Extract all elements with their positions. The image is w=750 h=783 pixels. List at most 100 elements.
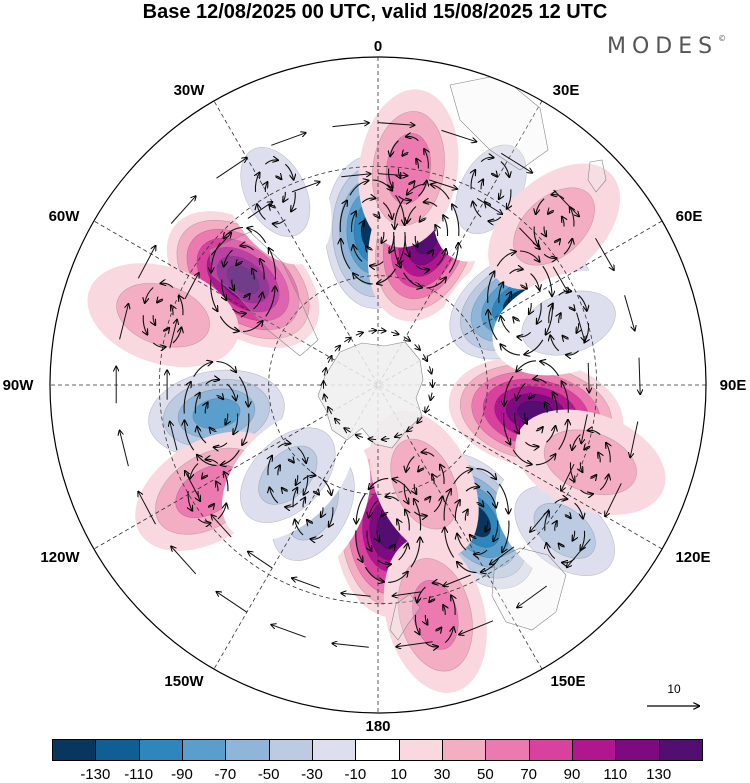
streamline-arrow bbox=[302, 475, 315, 481]
streamline-arrow bbox=[578, 294, 587, 310]
colorbar-tick-label: 30 bbox=[433, 766, 451, 783]
map-border bbox=[49, 56, 707, 714]
streamline-arrow bbox=[193, 362, 212, 377]
streamline-arrow bbox=[211, 242, 221, 273]
flow-arrow bbox=[335, 346, 340, 352]
streamline-arrow bbox=[242, 294, 250, 298]
colorbar-segment bbox=[528, 739, 573, 761]
streamline-arrow bbox=[545, 402, 547, 413]
streamline-arrow bbox=[398, 195, 411, 200]
flow-arrow bbox=[519, 227, 540, 249]
flow-arrow bbox=[567, 538, 591, 567]
streamline-arrow bbox=[496, 252, 516, 267]
streamline-arrow bbox=[268, 456, 272, 476]
streamline-arrow bbox=[573, 530, 575, 541]
streamline-arrow bbox=[216, 482, 218, 492]
streamline-arrow bbox=[157, 299, 164, 302]
streamline-arrow bbox=[364, 566, 383, 582]
anomaly-a13 bbox=[358, 89, 459, 248]
streamline-arrow bbox=[210, 428, 217, 432]
streamline-arrow bbox=[410, 537, 420, 568]
streamline-arrow bbox=[398, 168, 400, 179]
streamline-arrow bbox=[265, 160, 277, 165]
streamline-arrow bbox=[152, 342, 165, 347]
streamline-arrow bbox=[517, 382, 526, 399]
streamline-arrow bbox=[388, 572, 408, 583]
streamline-arrow bbox=[535, 454, 556, 466]
streamline-arrow bbox=[195, 393, 199, 414]
streamline-arrow bbox=[480, 157, 493, 163]
streamline-arrow bbox=[322, 479, 331, 495]
flow-arrow bbox=[328, 356, 332, 364]
colorbar-segment bbox=[182, 739, 227, 761]
streamline-arrow bbox=[341, 239, 351, 270]
streamline-arrow bbox=[197, 427, 207, 444]
flow-arrow bbox=[368, 330, 377, 331]
streamline-arrow bbox=[217, 504, 226, 520]
streamline-arrow bbox=[513, 317, 521, 321]
streamline-arrow bbox=[287, 459, 294, 462]
streamline-arrow bbox=[420, 218, 427, 222]
streamline-arrow bbox=[501, 344, 521, 356]
colorbar-tick-label: 70 bbox=[520, 766, 537, 783]
colorbar-segment bbox=[95, 739, 140, 761]
streamline-arrow bbox=[236, 262, 244, 266]
flow-arrow bbox=[369, 439, 377, 440]
streamline-arrow bbox=[273, 219, 286, 224]
streamline-arrow bbox=[415, 235, 417, 247]
streamline-arrow bbox=[233, 413, 237, 435]
streamline-arrow bbox=[171, 306, 173, 316]
streamline-arrow bbox=[406, 455, 415, 471]
streamline-arrow bbox=[413, 511, 426, 516]
colorbar-segment bbox=[138, 739, 183, 761]
streamline-arrow bbox=[339, 201, 347, 233]
streamline-arrow bbox=[416, 159, 418, 169]
streamline-arrow bbox=[431, 184, 450, 200]
flow-arrow bbox=[396, 641, 433, 647]
streamline-arrow bbox=[179, 296, 183, 316]
streamline-arrow bbox=[353, 273, 373, 285]
streamline-arrow bbox=[190, 463, 199, 479]
streamline-arrow bbox=[418, 468, 425, 471]
flow-arrow bbox=[324, 395, 326, 403]
streamline-arrow bbox=[381, 512, 389, 516]
streamline-arrow bbox=[242, 321, 263, 333]
flow-arrow bbox=[344, 338, 350, 342]
streamline-arrow bbox=[546, 543, 556, 560]
streamline-arrow bbox=[403, 272, 423, 288]
colorbar-segment bbox=[312, 739, 357, 761]
anomaly-a20 bbox=[222, 409, 354, 541]
streamline-arrow bbox=[502, 520, 510, 553]
streamline-arrow bbox=[525, 412, 527, 424]
streamline-arrow bbox=[470, 535, 477, 539]
streamline-arrow bbox=[275, 176, 281, 179]
colorbar-tick-label: 130 bbox=[646, 766, 672, 783]
brand-name: MODES bbox=[607, 34, 719, 59]
flow-arrow bbox=[605, 483, 622, 516]
streamline-arrow bbox=[377, 559, 391, 565]
flow-arrow bbox=[490, 546, 515, 564]
meridian-line bbox=[213, 100, 543, 670]
flow-arrow bbox=[428, 179, 457, 189]
streamline-arrow bbox=[278, 466, 280, 476]
streamline-arrow bbox=[404, 484, 408, 503]
streamline-arrow bbox=[440, 465, 444, 485]
streamline-arrow bbox=[253, 293, 263, 310]
flow-arrow bbox=[639, 357, 640, 395]
streamline-arrow bbox=[296, 475, 298, 485]
streamline-arrow bbox=[398, 544, 408, 561]
colorbar-tick-label: 10 bbox=[390, 766, 407, 783]
streamline-arrow bbox=[546, 426, 556, 443]
streamline-arrow bbox=[269, 248, 277, 280]
streamline-arrow bbox=[232, 308, 246, 314]
streamline-arrow bbox=[216, 360, 237, 373]
streamline-arrow bbox=[563, 239, 572, 255]
streamline-arrow bbox=[414, 484, 416, 494]
streamline-arrow bbox=[252, 269, 254, 280]
flow-arrow bbox=[332, 643, 369, 648]
streamline-arrow bbox=[516, 360, 536, 372]
colorbar-tick-label: -70 bbox=[214, 766, 237, 783]
lon-label-30w: 30W bbox=[174, 82, 206, 99]
streamline-arrow bbox=[225, 413, 227, 425]
streamline-arrow bbox=[473, 202, 482, 218]
